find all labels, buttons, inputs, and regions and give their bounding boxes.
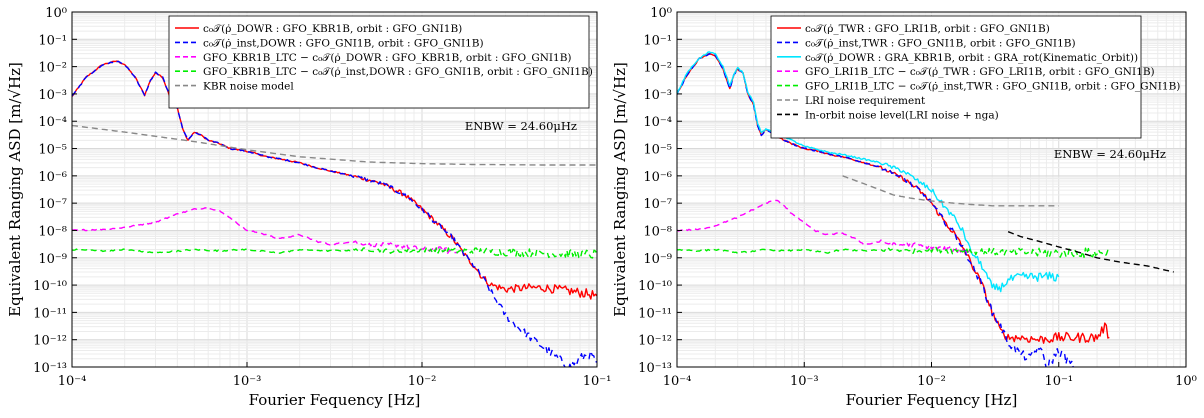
y-tick-label: 10⁻¹¹ bbox=[33, 306, 67, 321]
x-tick-label: 10⁰ bbox=[1175, 374, 1197, 389]
y-tick-label: 10⁻⁸ bbox=[643, 224, 672, 239]
series-line-1 bbox=[72, 60, 597, 367]
x-tick-label: 10⁻³ bbox=[233, 374, 262, 389]
y-axis-title: Equivalent Ranging ASD [m/√Hz] bbox=[6, 62, 24, 317]
y-tick-label: 10⁻³ bbox=[38, 88, 67, 103]
y-tick-label: 10⁻⁵ bbox=[38, 143, 67, 158]
legend-label: In-orbit noise level(LRI noise + nga) bbox=[805, 109, 999, 121]
legend-box bbox=[770, 15, 1142, 139]
y-tick-label: 10⁻⁴ bbox=[643, 115, 672, 130]
legend-label: c₀𝒯(ρ̇_DOWR : GFO_KBR1B, orbit : GFO_GNI… bbox=[203, 22, 462, 35]
legend: c₀𝒯(ρ̇_DOWR : GFO_KBR1B, orbit : GFO_GNI… bbox=[168, 15, 593, 109]
x-tick-label: 10⁻⁴ bbox=[663, 374, 692, 389]
right-chart-panel: 10⁻⁴ 10⁻³ 10⁻² 10⁻¹ 10⁰ 10⁻¹³ 10⁻¹² 10⁻¹¹ 10⁻¹⁰ 1… bbox=[611, 6, 1197, 409]
legend-label: GFO_KBR1B_LTC − c₀𝒯(ρ̇_DOWR : GFO_KBR1B,… bbox=[203, 51, 572, 64]
legend-label: GFO_LRI1B_LTC − c₀𝒯(ρ̇_inst,TWR : GFO_GN… bbox=[805, 80, 1180, 93]
series-line-2 bbox=[72, 206, 458, 254]
y-tick-label: 10⁰ bbox=[45, 6, 67, 21]
y-tick-label: 10⁻⁵ bbox=[643, 143, 672, 158]
series-line-3 bbox=[677, 199, 971, 254]
y-tick-label: 10⁻² bbox=[643, 61, 672, 76]
plot-area bbox=[72, 60, 597, 367]
legend-label: GFO_KBR1B_LTC − c₀𝒯(ρ̇_inst,DOWR : GFO_G… bbox=[203, 65, 593, 78]
y-tick-label: 10⁻⁶ bbox=[643, 170, 672, 185]
x-axis-title: Fourier Fequency [Hz] bbox=[249, 391, 421, 409]
x-tick-label: 10⁻² bbox=[408, 374, 437, 389]
x-tick-label: 10⁻¹ bbox=[1044, 374, 1073, 389]
legend-label: c₀𝒯(ρ̇_inst,DOWR : GFO_GNI1B, orbit : GF… bbox=[203, 36, 484, 49]
left-chart-panel: 10⁻⁴ 10⁻³ 10⁻² 10⁻¹ 10⁻¹³ 10⁻¹² 10⁻¹¹ 10⁻¹⁰ 10⁻⁹… bbox=[6, 6, 611, 409]
plot-area bbox=[677, 51, 1174, 367]
y-tick-label: 10⁻¹ bbox=[643, 33, 672, 48]
x-axis-title: Fourier Fequency [Hz] bbox=[846, 391, 1018, 409]
y-tick-label: 10⁻¹⁰ bbox=[638, 279, 672, 294]
axes-frame bbox=[71, 11, 598, 368]
series-line-3 bbox=[72, 246, 597, 260]
legend: c₀𝒯(ρ̇_TWR : GFO_LRI1B, orbit : GFO_GNI1… bbox=[770, 15, 1180, 139]
legend-label: LRI noise requirement bbox=[805, 95, 926, 107]
y-tick-label: 10⁻⁶ bbox=[38, 170, 67, 185]
y-tick-label: 10⁻⁷ bbox=[643, 197, 672, 212]
y-tick-label: 10⁻⁹ bbox=[643, 252, 672, 267]
legend-box bbox=[168, 15, 590, 109]
y-tick-label: 10⁻¹² bbox=[638, 334, 672, 349]
y-axis-title: Equivalent Ranging ASD [m/√Hz] bbox=[611, 62, 629, 317]
series-line-2 bbox=[677, 51, 1060, 293]
legend-label: c₀𝒯(ρ̇_DOWR : GRA_KBR1B, orbit : GRA_rot… bbox=[805, 51, 1138, 64]
legend-label: c₀𝒯(ρ̇_inst,TWR : GFO_GNI1B, orbit : GFO… bbox=[805, 36, 1076, 49]
series-line-6 bbox=[1007, 231, 1174, 273]
y-tick-label: 10⁻¹ bbox=[38, 33, 67, 48]
y-tick-label: 10⁻¹¹ bbox=[638, 306, 672, 321]
y-tick-label: 10⁻⁷ bbox=[38, 197, 67, 212]
y-tick-label: 10⁻¹⁰ bbox=[33, 279, 67, 294]
series-line-4 bbox=[677, 246, 1111, 259]
series-line-4 bbox=[72, 124, 597, 166]
series-line-5 bbox=[842, 175, 1059, 207]
y-tick-label: 10⁻⁹ bbox=[38, 252, 67, 267]
y-tick-label: 10⁻⁴ bbox=[38, 115, 67, 130]
enbw-annotation: ENBW = 24.60μHz bbox=[1054, 147, 1166, 161]
y-tick-label: 10⁻² bbox=[38, 61, 67, 76]
y-tick-label: 10⁻¹³ bbox=[33, 361, 67, 376]
y-tick-label: 10⁻⁸ bbox=[38, 224, 67, 239]
y-tick-label: 10⁻¹³ bbox=[638, 361, 672, 376]
x-tick-label: 10⁻⁴ bbox=[58, 374, 87, 389]
y-tick-label: 10⁻³ bbox=[643, 88, 672, 103]
y-tick-label: 10⁻¹² bbox=[33, 334, 67, 349]
legend-label: c₀𝒯(ρ̇_TWR : GFO_LRI1B, orbit : GFO_GNI1… bbox=[805, 22, 1050, 35]
x-tick-label: 10⁻³ bbox=[790, 374, 819, 389]
x-tick-label: 10⁻² bbox=[917, 374, 946, 389]
legend-label: GFO_LRI1B_LTC − c₀𝒯(ρ̇_TWR : GFO_LRI1B, … bbox=[805, 65, 1155, 78]
legend-label: KBR noise model bbox=[203, 81, 294, 93]
y-tick-label: 10⁰ bbox=[650, 6, 672, 21]
enbw-annotation: ENBW = 24.60μHz bbox=[465, 119, 577, 133]
x-tick-label: 10⁻¹ bbox=[583, 374, 612, 389]
